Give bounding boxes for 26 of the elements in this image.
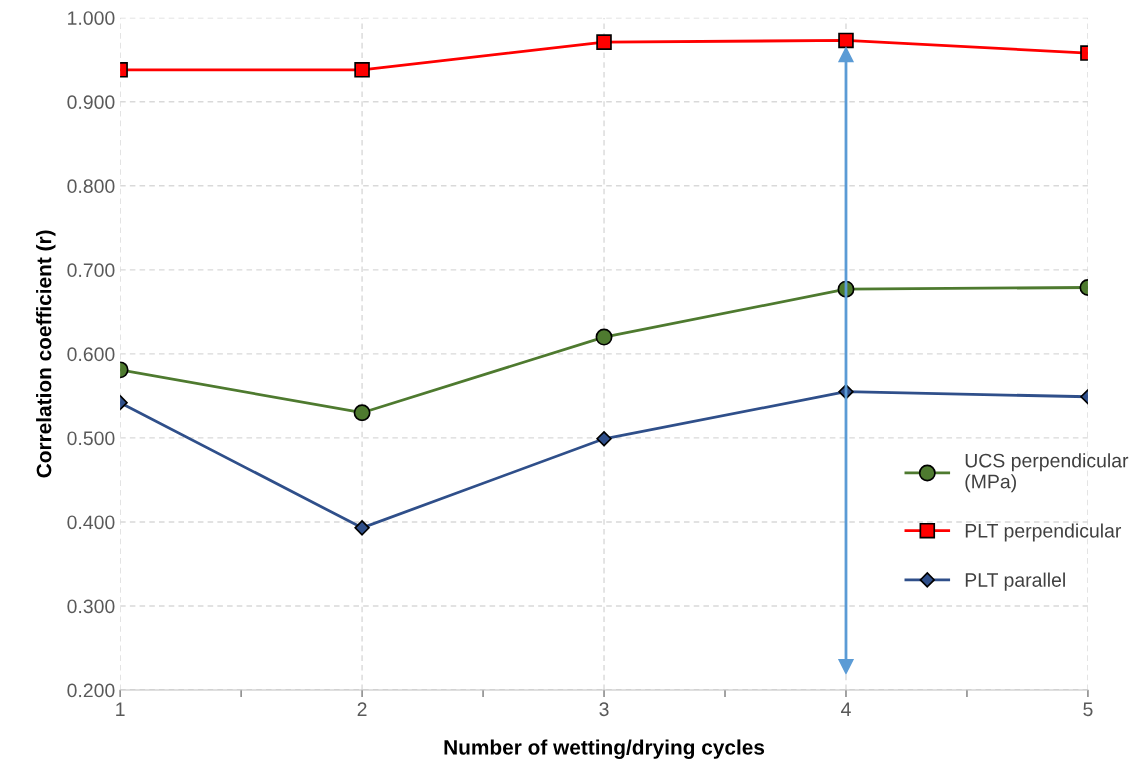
x-tick-label: 2	[357, 702, 367, 716]
y-tick-label: 0.200	[67, 683, 115, 698]
y-tick-label: 0.400	[67, 515, 115, 530]
y-tick-label: 0.500	[67, 431, 115, 446]
point	[353, 404, 371, 422]
point	[596, 34, 612, 50]
y-tick-label: 0.300	[67, 599, 115, 614]
x-tick-label: 3	[599, 702, 609, 717]
y-tick-label: 0.800	[67, 179, 115, 194]
point	[354, 520, 370, 536]
point	[596, 431, 612, 447]
x-axis-title: Number of wetting/drying cycles	[444, 739, 765, 759]
x-tick-label: 5	[1083, 702, 1093, 717]
y-tick-label: 0.600	[67, 347, 115, 362]
point	[838, 32, 854, 49]
x-tick-label: 4	[841, 702, 851, 716]
x-tick-label: 1	[116, 702, 125, 716]
y-tick-label: 0.700	[67, 263, 115, 278]
point	[354, 62, 370, 78]
y-axis-title: Correlation coefficient (r)	[36, 230, 56, 478]
y-tick-label: 1.000	[68, 11, 115, 25]
legend-label: PLT parallel	[965, 572, 1065, 591]
y-tick-label: 0.900	[67, 95, 115, 110]
point	[595, 328, 613, 346]
legend-label: UCS perpendicular (MPa)	[965, 453, 1129, 493]
legend-label: PLT perpendicular	[965, 523, 1122, 542]
